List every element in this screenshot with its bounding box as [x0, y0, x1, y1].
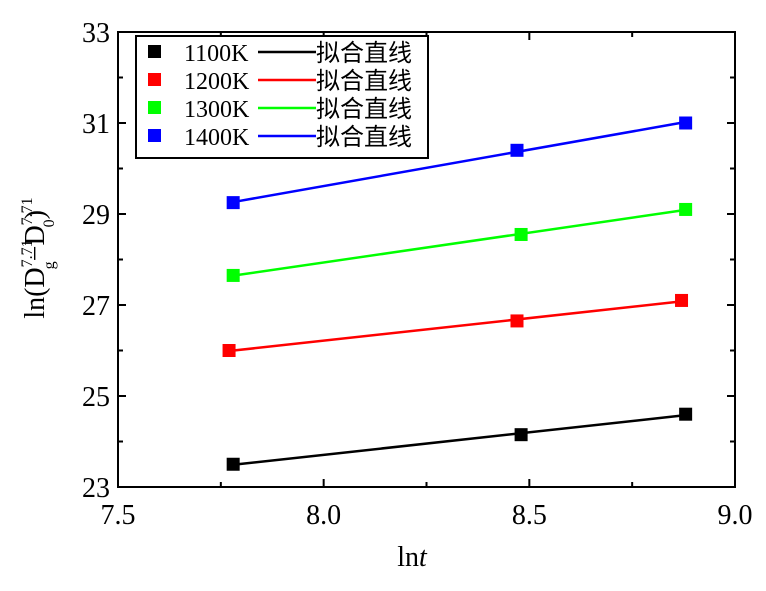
fit-line-1300K — [232, 208, 686, 277]
legend-fit-label: 拟合直线 — [316, 39, 412, 67]
data-point-1300K — [226, 268, 240, 282]
legend-fit-label: 拟合直线 — [316, 95, 412, 123]
legend-label-1100K: 1100K — [184, 41, 249, 67]
y-tick-label: 25 — [82, 382, 110, 413]
x-tick-label: 8.0 — [306, 500, 341, 531]
data-point-1200K — [510, 314, 524, 328]
data-point-1100K — [679, 407, 693, 421]
data-point-1100K — [514, 428, 528, 442]
data-point-1200K — [222, 344, 236, 357]
data-point-1200K — [675, 293, 689, 307]
x-tick-label: 9.0 — [718, 500, 753, 531]
data-point-1400K — [226, 196, 240, 210]
y-tick-label: 29 — [82, 200, 110, 231]
legend-marker-1400K — [148, 129, 161, 142]
legend-label-1400K: 1400K — [184, 125, 250, 151]
x-axis-label: lnt — [397, 542, 428, 573]
axis-ticks: 7.5 8.0 8.5 9.0 23 25 27 29 31 33 — [82, 18, 753, 531]
legend: 1100K 拟合直线 1200K 拟合直线 1300K 拟合直线 1400K 拟合直线 — [135, 35, 429, 159]
fit-line-1200K — [228, 300, 682, 353]
y-axis-label: ln(D7.71 g−D7.71 0) — [19, 197, 58, 318]
data-points — [222, 116, 693, 471]
x-tick-label: 7.5 — [101, 500, 136, 531]
y-tick-label: 23 — [82, 473, 110, 504]
data-point-1300K — [514, 227, 528, 241]
y-tick-label: 31 — [82, 109, 110, 140]
legend-marker-1200K — [148, 73, 161, 86]
legend-fit-label: 拟合直线 — [316, 67, 412, 95]
legend-fit-label: 拟合直线 — [316, 123, 412, 151]
x-tick-label: 8.5 — [512, 500, 547, 531]
data-point-1400K — [679, 116, 693, 130]
legend-box — [135, 35, 429, 159]
legend-marker-1300K — [148, 101, 161, 114]
legend-label-1300K: 1300K — [184, 97, 250, 123]
data-point-1300K — [679, 202, 693, 216]
legend-label-1200K: 1200K — [184, 69, 250, 95]
y-tick-label: 33 — [82, 18, 110, 49]
data-point-1100K — [226, 457, 240, 471]
data-point-1400K — [510, 143, 524, 157]
legend-marker-1100K — [148, 45, 161, 58]
fit-lines — [228, 120, 686, 467]
fit-line-1400K — [232, 120, 686, 204]
y-tick-label: 27 — [82, 291, 110, 322]
fit-line-1100K — [233, 413, 686, 467]
